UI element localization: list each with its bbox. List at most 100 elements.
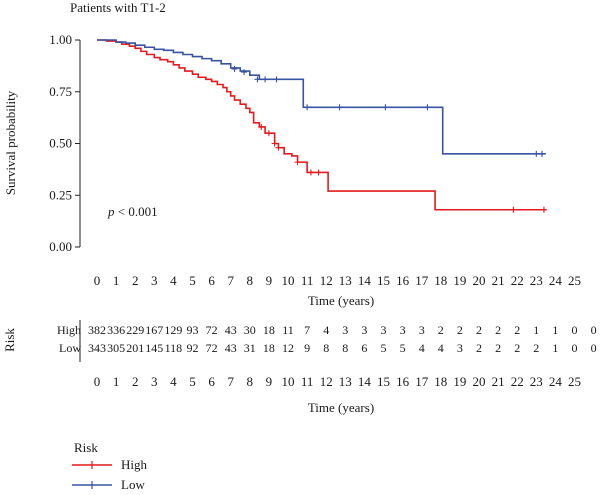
risk-cell-high: 4 xyxy=(323,323,329,337)
risk-cell-low: 305 xyxy=(107,341,125,355)
risk-cell-high: 382 xyxy=(88,323,106,337)
x-tick-label: 7 xyxy=(227,374,234,389)
x-tick-label: 15 xyxy=(377,374,390,389)
risk-cell-high: 3 xyxy=(381,323,387,337)
x-tick-label: 18 xyxy=(434,273,447,288)
risk-cell-low: 145 xyxy=(145,341,163,355)
x-tick-label: 0 xyxy=(94,374,101,389)
risk-cell-high: 0 xyxy=(572,323,578,337)
risk-cell-low: 0 xyxy=(591,341,597,355)
censor-mark-low xyxy=(262,76,269,83)
risk-cell-low: 343 xyxy=(88,341,106,355)
survival-curve-high xyxy=(97,39,546,211)
censor-mark-low xyxy=(336,104,343,111)
risk-row-label-high: High xyxy=(57,323,81,337)
risk-cell-low: 2 xyxy=(514,341,520,355)
x-tick-label: 3 xyxy=(151,374,158,389)
risk-table: Risk High Low 382 336 229 167 129 93 72 43 30 18 1… xyxy=(2,320,597,415)
risk-cell-high: 1 xyxy=(552,323,558,337)
risk-cell-high: 43 xyxy=(225,323,237,337)
risk-cells: 382 336 229 167 129 93 72 43 30 18 11 7 4 3 3 3 3 3 2 2 2 2 2 1… xyxy=(88,323,597,355)
risk-cell-high: 3 xyxy=(361,323,367,337)
censor-mark-high xyxy=(510,206,517,213)
x-tick-label: 13 xyxy=(339,374,352,389)
risk-cell-high: 336 xyxy=(107,323,125,337)
risk-cell-low: 18 xyxy=(263,341,275,355)
risk-cell-low: 5 xyxy=(381,341,387,355)
censor-mark-low xyxy=(533,150,540,157)
risk-cell-low: 2 xyxy=(533,341,539,355)
risk-row-label-low: Low xyxy=(59,341,81,355)
risk-cell-low: 0 xyxy=(572,341,578,355)
x-tick-label: 4 xyxy=(170,273,177,288)
x-tick-label: 7 xyxy=(227,273,234,288)
censor-mark-low xyxy=(424,104,431,111)
x-tick-label: 16 xyxy=(396,374,410,389)
p-value-text: < 0.001 xyxy=(115,204,158,219)
x-tick-label: 10 xyxy=(282,273,295,288)
risk-cell-low: 72 xyxy=(206,341,218,355)
censor-mark-low xyxy=(273,76,280,83)
x-tick-label: 22 xyxy=(511,273,524,288)
x-tick-label: 13 xyxy=(339,273,352,288)
x-tick-label: 1 xyxy=(113,374,120,389)
risk-cell-high: 2 xyxy=(495,323,501,337)
risk-cell-high: 167 xyxy=(145,323,163,337)
x-tick-label: 14 xyxy=(358,273,372,288)
x-tick-label: 14 xyxy=(358,374,372,389)
censor-mark-low xyxy=(304,104,311,111)
x-tick-label: 11 xyxy=(301,273,314,288)
x-tick-label: 3 xyxy=(151,273,158,288)
censor-mark-high xyxy=(540,206,547,213)
risk-cell-low: 31 xyxy=(244,341,256,355)
risk-cell-low: 3 xyxy=(457,341,463,355)
risk-table-title: Risk xyxy=(2,328,17,352)
censor-mark-high xyxy=(294,159,301,166)
censor-mark-low xyxy=(254,76,261,83)
risk-cell-low: 43 xyxy=(225,341,237,355)
risk-cell-low: 118 xyxy=(165,341,183,355)
risk-cell-low: 8 xyxy=(323,341,329,355)
x-tick-label: 19 xyxy=(453,374,466,389)
y-tick-label: 0.75 xyxy=(49,84,72,99)
legend-items: High Low xyxy=(72,457,148,492)
x-tick-label: 9 xyxy=(266,374,273,389)
risk-cell-low: 92 xyxy=(187,341,199,355)
p-value-annotation: p < 0.001 xyxy=(107,204,158,219)
censor-mark-low xyxy=(382,104,389,111)
risk-cell-low: 8 xyxy=(342,341,348,355)
x-tick-label: 5 xyxy=(189,273,196,288)
risk-cell-high: 1 xyxy=(533,323,539,337)
risk-cell-high: 18 xyxy=(263,323,275,337)
risk-cell-low: 5 xyxy=(400,341,406,355)
y-tick-label: 0.00 xyxy=(49,239,72,254)
risk-cell-high: 93 xyxy=(187,323,199,337)
x-tick-label: 25 xyxy=(568,374,581,389)
risk-cell-low: 9 xyxy=(304,341,310,355)
censor-mark-high xyxy=(271,140,278,147)
survival-curves xyxy=(97,39,547,213)
censor-mark-high xyxy=(258,123,265,130)
risk-cell-high: 3 xyxy=(400,323,406,337)
x-tick-label: 20 xyxy=(473,374,486,389)
risk-cell-high: 2 xyxy=(514,323,520,337)
y-axis-label: Survival probability xyxy=(3,90,18,195)
x-tick-label: 12 xyxy=(320,273,333,288)
km-plot: 0.00 0.25 0.50 0.75 1.00 Survival probabilit… xyxy=(3,32,581,308)
x-tick-label: 18 xyxy=(434,374,447,389)
y-tick-label: 0.50 xyxy=(49,136,72,151)
risk-cell-high: 129 xyxy=(164,323,182,337)
censor-mark-low xyxy=(231,65,238,72)
risk-cell-high: 3 xyxy=(342,323,348,337)
x-tick-label: 5 xyxy=(189,374,196,389)
x-tick-label: 24 xyxy=(549,374,563,389)
x-tick-label: 25 xyxy=(568,273,581,288)
censor-mark-high xyxy=(275,144,282,151)
x-tick-label: 21 xyxy=(492,374,505,389)
x-tick-label: 22 xyxy=(511,374,524,389)
risk-cell-high: 2 xyxy=(457,323,463,337)
risk-cell-high: 2 xyxy=(476,323,482,337)
risk-cell-low: 4 xyxy=(419,341,425,355)
censor-mark-high xyxy=(265,130,272,137)
censor-mark-low xyxy=(539,150,546,157)
